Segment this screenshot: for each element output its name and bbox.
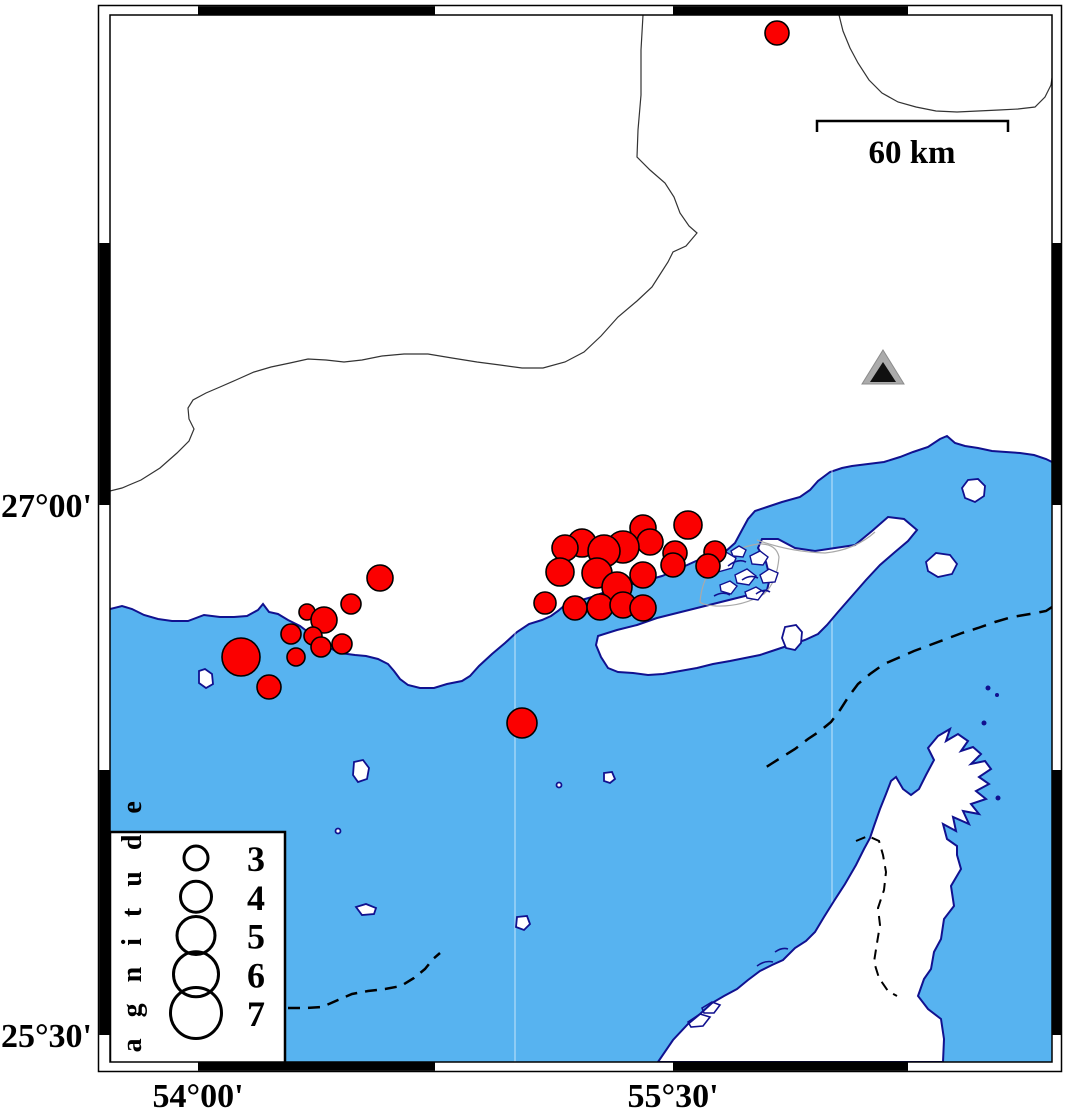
earthquake-epicenter (221, 637, 261, 677)
inland-border-line-ne (838, 15, 1052, 113)
earthquake-epicenter (331, 633, 353, 655)
earthquake-epicenter (366, 564, 394, 592)
legend-value-m3: 3 (247, 839, 265, 879)
earthquake-epicenter (660, 552, 686, 578)
earthquake-epicenter (286, 647, 306, 667)
earthquake-epicenter (636, 528, 664, 556)
frame-black-segment (1052, 243, 1061, 505)
legend-value-m6: 6 (247, 955, 265, 995)
legend-circle-m6 (172, 950, 220, 999)
small-islands (198, 478, 986, 932)
frame-black-segment (673, 6, 908, 15)
earthquake-epicenter (764, 20, 790, 46)
earthquake-epicenters (221, 20, 790, 739)
lon-label-54E: 54°00' (152, 1078, 243, 1114)
earthquake-epicenter (629, 561, 657, 589)
island (198, 668, 214, 690)
station-triangle-icon (861, 349, 905, 385)
earthquake-epicenter (310, 636, 332, 658)
earthquake-epicenter (695, 553, 721, 579)
earthquake-epicenter (545, 557, 575, 587)
lon-label-5530E: 55°30' (627, 1078, 718, 1114)
frame-black-segment (198, 1062, 435, 1071)
larak-island (925, 552, 959, 578)
scale-bar: 60 km (815, 119, 1010, 171)
legend-circle-m5 (175, 915, 217, 956)
island (352, 758, 370, 784)
hormuz-island (961, 478, 986, 504)
frame-black-segment (1052, 770, 1061, 1035)
scale-bar-label: 60 km (868, 135, 955, 171)
legend-circle-m3 (182, 844, 210, 872)
islet (334, 827, 342, 835)
frame-black-segment (99, 770, 110, 1035)
earthquake-epicenter (586, 593, 614, 621)
map-frame (97, 4, 1063, 1073)
frame-black-segments (99, 6, 1061, 1071)
lagoon-details (686, 947, 789, 1028)
earthquake-epicenter (533, 591, 557, 615)
earthquake-epicenter (551, 534, 579, 562)
legend-value-m4: 4 (247, 878, 265, 918)
islet (555, 781, 563, 789)
island (515, 915, 532, 932)
land-border-dashed (855, 834, 898, 997)
earthquake-epicenter (310, 606, 338, 634)
boundary-dashed-southwest (288, 952, 441, 1010)
legend-value-m7: 7 (247, 994, 265, 1034)
earthquake-epicenter (629, 594, 657, 622)
lat-label-27N: 27°00' (1, 488, 92, 525)
earthquake-epicenter (673, 510, 703, 540)
earthquake-epicenter (562, 595, 588, 621)
legend-title: M a g n i t u d e (117, 794, 148, 1100)
earthquake-epicenter (280, 623, 302, 645)
gray-coast-outline-2 (756, 531, 876, 554)
hengam-island (781, 624, 803, 651)
island (603, 771, 617, 785)
earthquake-epicenter (506, 707, 538, 739)
legend-circle-m4 (179, 879, 213, 914)
maritime-boundary-dashed (762, 605, 1052, 771)
frame-black-segment (673, 1062, 908, 1071)
legend-value-m5: 5 (247, 917, 265, 957)
frame-black-segment (198, 6, 435, 15)
lat-label-2530N: 25°30' (1, 1018, 92, 1055)
musandam-peninsula (656, 726, 993, 1062)
tiny-islets (981, 685, 1001, 801)
legend-circle-m7 (169, 986, 223, 1040)
island (354, 903, 378, 916)
earthquake-epicenter (340, 593, 362, 615)
frame-black-segment (99, 243, 110, 505)
inland-border-line (110, 15, 698, 492)
earthquake-epicenter (256, 674, 282, 700)
